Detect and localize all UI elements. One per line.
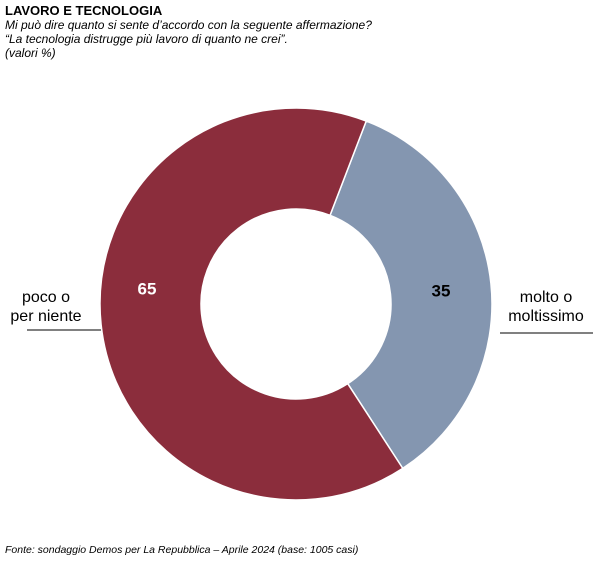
units-note: (valori %) [5,46,56,60]
source-note: Fonte: sondaggio Demos per La Repubblica… [5,544,359,556]
chart-header: LAVORO E TECNOLOGIA Mi può dire quanto s… [5,3,595,60]
donut-slice [99,107,404,501]
slice-category-label: poco o per niente [10,289,81,325]
slice-value-label: 35 [432,281,451,300]
survey-question: Mi può dire quanto si sente d’accordo co… [5,18,372,32]
donut-slice [329,120,493,470]
slice-value-label: 65 [138,279,157,298]
survey-statement: “La tecnologia distrugge più lavoro di q… [5,32,288,46]
chart-title: LAVORO E TECNOLOGIA [5,3,163,18]
slice-category-label: molto o moltissimo [508,289,584,325]
